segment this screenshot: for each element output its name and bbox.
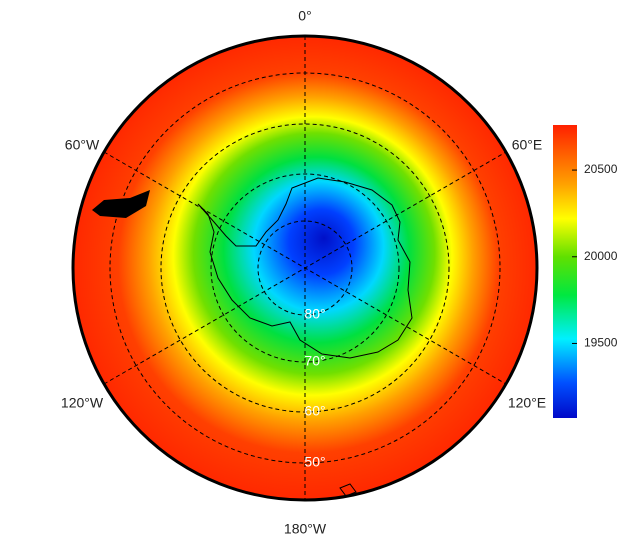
latitude-label: 60° [304, 403, 325, 419]
longitude-label: 60°W [65, 137, 100, 153]
coastline [197, 177, 413, 359]
colorbar-tick-label: 19500 [584, 336, 618, 350]
island [339, 483, 357, 497]
colorbar-tick-label: 20000 [584, 249, 618, 263]
south-america-tip [92, 190, 150, 218]
latitude-label: 80° [304, 306, 325, 322]
latitude-label: 50° [304, 454, 325, 470]
latitude-label: 70° [304, 353, 325, 369]
graticule [103, 36, 507, 500]
colorbar-ticks: 19500 20000 20500 [572, 162, 618, 350]
longitude-label: 120°E [508, 395, 546, 411]
map-border [71, 34, 539, 502]
colorbar [553, 125, 577, 418]
colorbar-tick-label: 20500 [584, 162, 618, 176]
map-field [73, 36, 537, 500]
longitude-label: 120°W [61, 395, 104, 411]
longitude-label: 180°W [284, 521, 327, 537]
longitude-label: 0° [298, 8, 311, 24]
labels: 0° 60°E 120°E 180°W 120°W 60°W 80° 70° 60° 50° [61, 8, 546, 537]
longitude-label: 60°E [512, 137, 543, 153]
